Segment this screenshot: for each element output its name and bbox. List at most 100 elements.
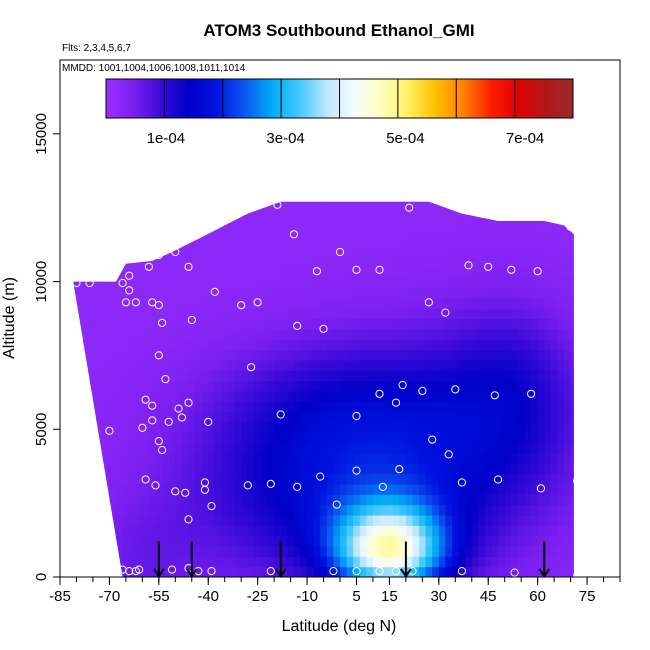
heatmap-cell [96, 266, 104, 278]
heatmap-cell [360, 184, 367, 195]
heatmap-cell [102, 328, 111, 340]
heatmap-cell [135, 494, 143, 506]
heatmap-cell [228, 266, 236, 278]
heatmap-cell [142, 201, 150, 206]
heatmap-cell [531, 201, 539, 206]
heatmap-cell [208, 525, 216, 537]
heatmap-cell [386, 514, 394, 526]
heatmap-cell [439, 184, 446, 195]
heatmap-cell [195, 359, 203, 371]
heatmap-cell [122, 339, 130, 351]
heatmap-cell [76, 246, 84, 258]
heatmap-cell [471, 525, 479, 537]
heatmap-cell [366, 297, 374, 309]
heatmap-cell [181, 287, 190, 299]
heatmap-cell [260, 452, 269, 464]
heatmap-cell [531, 545, 539, 557]
heatmap-cell [293, 308, 302, 320]
heatmap-cell [359, 411, 367, 423]
heatmap-cell [340, 277, 348, 289]
heatmap-cell [102, 287, 111, 299]
data-point [352, 567, 361, 576]
heatmap-cell [241, 545, 249, 557]
heatmap-cell [287, 339, 295, 351]
heatmap-cell [531, 359, 539, 371]
heatmap-cell [353, 432, 361, 444]
heatmap-cell [498, 566, 506, 578]
heatmap-cell [425, 215, 433, 227]
heatmap-cell [208, 421, 216, 433]
heatmap-cell [254, 525, 262, 537]
heatmap-cell [484, 504, 493, 516]
heatmap-cell [313, 514, 321, 526]
data-point [536, 484, 546, 493]
heatmap-cell [537, 201, 545, 206]
heatmap-cell [372, 215, 381, 227]
heatmap-cell [340, 556, 348, 568]
heatmap-cell [116, 463, 124, 475]
heatmap-cell [498, 266, 506, 278]
heatmap-cell [498, 411, 506, 423]
heatmap-cell [300, 184, 307, 195]
heatmap-cell [452, 432, 460, 444]
heatmap-cell [116, 432, 124, 444]
heatmap-cell [168, 411, 176, 423]
heatmap-cell [287, 483, 295, 495]
heatmap-cell [195, 215, 203, 227]
heatmap-cell [445, 401, 453, 413]
heatmap-cell [307, 514, 315, 526]
heatmap-cell [247, 359, 255, 371]
heatmap-cell [116, 359, 124, 371]
heatmap-cell [379, 473, 387, 485]
heatmap-cell [419, 318, 427, 330]
heatmap-cell [353, 184, 360, 195]
heatmap-cell [524, 184, 531, 195]
heatmap-cell [300, 494, 308, 506]
data-point [494, 475, 503, 484]
heatmap-cell [379, 483, 387, 495]
heatmap-cell [195, 463, 203, 475]
heatmap-cell [267, 566, 275, 578]
heatmap-cell [340, 380, 348, 392]
heatmap-cell [432, 349, 440, 361]
heatmap-cell [260, 504, 269, 516]
heatmap-cell [300, 359, 308, 371]
heatmap-cell [208, 246, 216, 258]
heatmap-cell [504, 483, 512, 495]
heatmap-cell [287, 452, 295, 464]
heatmap-cell [142, 318, 150, 330]
heatmap-cell [73, 514, 78, 526]
heatmap-cell [353, 318, 361, 330]
heatmap-cell [386, 390, 394, 402]
heatmap-cell [557, 256, 565, 268]
x-tick-label: -10 [296, 588, 318, 605]
heatmap-cell [405, 390, 414, 402]
heatmap-cell [148, 442, 157, 454]
heatmap-cell [73, 432, 78, 444]
heatmap-cell [524, 545, 532, 557]
heatmap-cell [175, 514, 183, 526]
heatmap-cell [419, 370, 427, 382]
heatmap-cell [287, 421, 295, 433]
heatmap-cell [129, 390, 137, 402]
heatmap-cell [465, 473, 473, 485]
heatmap-cell [392, 225, 400, 237]
heatmap-cell [386, 535, 394, 547]
heatmap-cell [333, 370, 341, 382]
heatmap-cell [293, 432, 302, 444]
heatmap-cell [432, 339, 440, 351]
heatmap-cell [148, 201, 157, 206]
heatmap-cell [234, 359, 242, 371]
heatmap-cell [201, 287, 209, 299]
heatmap-cell [564, 390, 572, 402]
heatmap-cell [201, 235, 209, 247]
colorbar-tick-label: 5e-04 [386, 130, 424, 147]
heatmap-cell [73, 421, 78, 433]
heatmap-cell [465, 246, 473, 258]
heatmap-cell [359, 483, 367, 495]
heatmap-cell [247, 201, 255, 206]
heatmap-cell [517, 411, 526, 423]
heatmap-cell [241, 339, 249, 351]
heatmap-cell [537, 473, 545, 485]
heatmap-cell [168, 318, 176, 330]
